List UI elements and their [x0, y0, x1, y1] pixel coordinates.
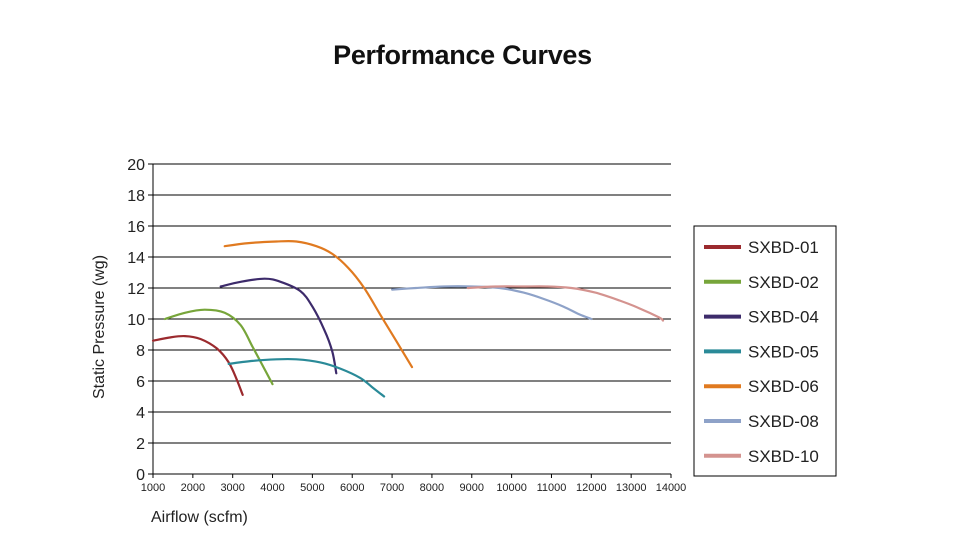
x-axis-title: Airflow (scfm) — [151, 509, 248, 526]
y-tick-label: 8 — [136, 343, 145, 360]
legend-label-sxbd-06: SXBD-06 — [748, 377, 819, 396]
legend-label-sxbd-04: SXBD-04 — [748, 308, 819, 327]
y-tick-label: 4 — [136, 405, 145, 422]
series-line-sxbd-05 — [227, 357, 386, 398]
legend-label-sxbd-02: SXBD-02 — [748, 273, 819, 292]
x-tick-label: 6000 — [340, 482, 364, 494]
x-tick-label: 8000 — [420, 482, 444, 494]
x-tick-label: 3000 — [220, 482, 244, 494]
y-tick-label: 16 — [127, 219, 145, 236]
y-axis-title: Static Pressure (wg) — [91, 255, 108, 399]
y-tick-label: 20 — [127, 157, 145, 174]
x-tick-labels: 1000 2000 3000 4000 5000 6000 7000 8000 9000 1000… — [141, 482, 687, 494]
x-tick-label: 4000 — [260, 482, 284, 494]
y-tick-labels: 0 2 4 6 8 10 12 14 16 18 20 — [127, 157, 145, 484]
series-line-sxbd-08 — [391, 285, 593, 321]
y-tick-label: 0 — [136, 467, 145, 484]
y-tick-label: 14 — [127, 250, 145, 267]
x-tick-label: 5000 — [300, 482, 324, 494]
x-tick-label: 7000 — [380, 482, 404, 494]
x-tick-label: 10000 — [496, 482, 527, 494]
x-tick-label: 11000 — [537, 482, 567, 494]
series-line-sxbd-10 — [466, 285, 665, 322]
x-tick-label: 9000 — [460, 482, 484, 494]
legend-label-sxbd-08: SXBD-08 — [748, 412, 819, 431]
legend-label-sxbd-10: SXBD-10 — [748, 447, 819, 466]
y-tick-label: 2 — [136, 436, 145, 453]
series-line-sxbd-02 — [163, 308, 274, 386]
axes — [148, 163, 672, 478]
x-tick-label: 2000 — [181, 482, 205, 494]
legend: SXBD-01 SXBD-02 SXBD-04 SXBD-05 SXBD-06 SXBD-… — [693, 225, 837, 477]
series-line-sxbd-06 — [223, 239, 414, 369]
y-tick-label: 6 — [136, 374, 145, 391]
legend-label-sxbd-05: SXBD-05 — [748, 342, 819, 361]
chart-title: Performance Curves — [333, 40, 592, 70]
legend-label-sxbd-01: SXBD-01 — [748, 238, 819, 257]
x-tick-label: 14000 — [656, 482, 687, 494]
series-line-sxbd-01 — [151, 334, 244, 396]
y-tick-label: 10 — [127, 312, 145, 329]
series-lines — [151, 239, 665, 398]
x-tick-label: 12000 — [576, 482, 607, 494]
series-line-sxbd-04 — [219, 277, 338, 375]
x-tick-label: 13000 — [616, 482, 647, 494]
legend-items: SXBD-01 SXBD-02 SXBD-04 SXBD-05 SXBD-06 SXBD-… — [704, 238, 819, 466]
y-tick-label: 18 — [127, 188, 145, 205]
y-tick-label: 12 — [127, 281, 145, 298]
grid-lines — [153, 163, 671, 444]
x-tick-label: 1000 — [141, 482, 165, 494]
